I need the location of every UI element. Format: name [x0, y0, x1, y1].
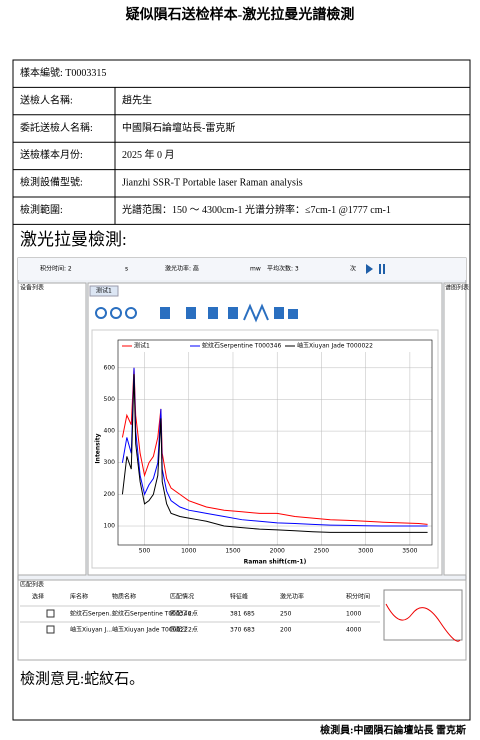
- row-label: 送檢樣本月份:: [20, 148, 83, 161]
- match-cell: 匹配了2点: [170, 610, 198, 618]
- icon-bar: [95, 303, 298, 323]
- row-value: 光譜范围：150 ～ 4300cm-1 光谱分辨率：≤7cm-1 @1777 c…: [122, 203, 391, 216]
- match-cell: 4000: [346, 627, 361, 634]
- toolbar-text: 积分时间: 2: [40, 265, 72, 273]
- toolbar-text: 激光功率: 高: [165, 265, 199, 273]
- row-label: 委託送檢人名稱:: [20, 121, 93, 134]
- pause-button[interactable]: [383, 264, 385, 274]
- match-cell: 381 685: [230, 611, 255, 618]
- toolbar-text: 平均次数: 3: [267, 265, 299, 273]
- column-header: 积分时间: [346, 593, 370, 601]
- series-line: [121, 374, 428, 533]
- match-cell: 匹配了2点: [170, 626, 198, 634]
- panel-title: 设备列表: [20, 284, 44, 292]
- toolbar-text: mw: [250, 266, 261, 273]
- row-label: 樣本編號: T0003315: [20, 66, 106, 79]
- play-button[interactable]: [366, 264, 373, 274]
- chart-frame: [91, 329, 439, 569]
- y-tick-label: 500: [104, 396, 116, 403]
- match-cell: 蛇纹石Serpen...: [70, 610, 115, 618]
- column-header: 激光功率: [280, 593, 304, 601]
- toolbar-text: s: [125, 266, 128, 273]
- title: 疑似隕石送检样本-激光拉曼光譜檢測: [126, 6, 355, 23]
- tab-label: 测试1: [96, 287, 112, 295]
- y-tick-label: 600: [104, 364, 116, 371]
- y-tick-label: 300: [104, 459, 116, 466]
- match-cell: 370 683: [230, 627, 255, 634]
- column-header: 库名称: [70, 593, 88, 601]
- legend-label: 测试1: [134, 342, 150, 350]
- match-cell: 200: [280, 627, 292, 634]
- mini-chart: [383, 589, 463, 641]
- toolbar-text: 次: [350, 265, 356, 273]
- panel-title: 谱图列表: [445, 284, 469, 292]
- x-tick-label: 500: [139, 548, 151, 555]
- pause-button[interactable]: [379, 264, 381, 274]
- x-tick-label: 1500: [225, 548, 240, 555]
- checkbox[interactable]: [46, 609, 55, 618]
- plot-area: [117, 339, 433, 546]
- column-header: 匹配情况: [170, 593, 194, 601]
- y-axis-label: Intensity: [95, 433, 102, 463]
- y-tick-label: 100: [104, 523, 116, 530]
- row-label: 檢測設備型號:: [20, 176, 83, 189]
- legend-label: 蛇纹石Serpentine T000346: [202, 342, 281, 350]
- y-tick-label: 200: [104, 491, 116, 498]
- checkbox[interactable]: [46, 625, 55, 634]
- x-axis-label: Raman shift(cm-1): [244, 559, 307, 566]
- column-header: 物质名称: [112, 593, 136, 601]
- legend-label: 岫玉Xiuyan Jade T000022: [297, 342, 373, 350]
- row-value: Jianzhi SSR-T Portable laser Raman analy…: [122, 178, 303, 189]
- x-tick-label: 3500: [402, 548, 417, 555]
- row-label: 送檢人名稱:: [20, 93, 73, 106]
- footer: 檢測員:中國隕石論壇站長 雷克斯: [320, 723, 466, 736]
- column-header: 选择: [32, 593, 44, 601]
- row-value: 2025 年 0 月: [122, 148, 175, 161]
- panel-title: 匹配列表: [20, 581, 44, 589]
- x-tick-label: 2500: [314, 548, 329, 555]
- match-cell: 蛇纹石Serpentine T000346: [112, 610, 191, 618]
- x-tick-label: 1000: [181, 548, 196, 555]
- opinion: 檢測意見:蛇紋石。: [20, 669, 144, 687]
- x-tick-label: 2000: [270, 548, 285, 555]
- mini-spectrum: [385, 603, 461, 642]
- column-header: 特征峰: [230, 593, 248, 601]
- match-cell: 250: [280, 611, 292, 618]
- y-tick-label: 400: [104, 428, 116, 435]
- spectrum-panel: [443, 282, 467, 576]
- row-label: 檢測範圍:: [20, 203, 63, 216]
- tab[interactable]: [89, 285, 119, 297]
- row-value: 中國隕石論壇站長-雷克斯: [122, 121, 235, 134]
- match-cell: 岫玉Xiuyan J...: [70, 626, 112, 634]
- match-cell: 1000: [346, 611, 361, 618]
- table-border: [12, 59, 471, 721]
- match-cell: 岫玉Xiuyan Jade T000022: [112, 626, 188, 634]
- row-value: 趙先生: [122, 93, 152, 106]
- series-line: [121, 367, 428, 527]
- section-heading: 激光拉曼檢測:: [20, 230, 127, 249]
- device-panel: [17, 282, 87, 576]
- series-line: [121, 367, 428, 525]
- x-tick-label: 3000: [358, 548, 373, 555]
- toolbar: [18, 258, 466, 280]
